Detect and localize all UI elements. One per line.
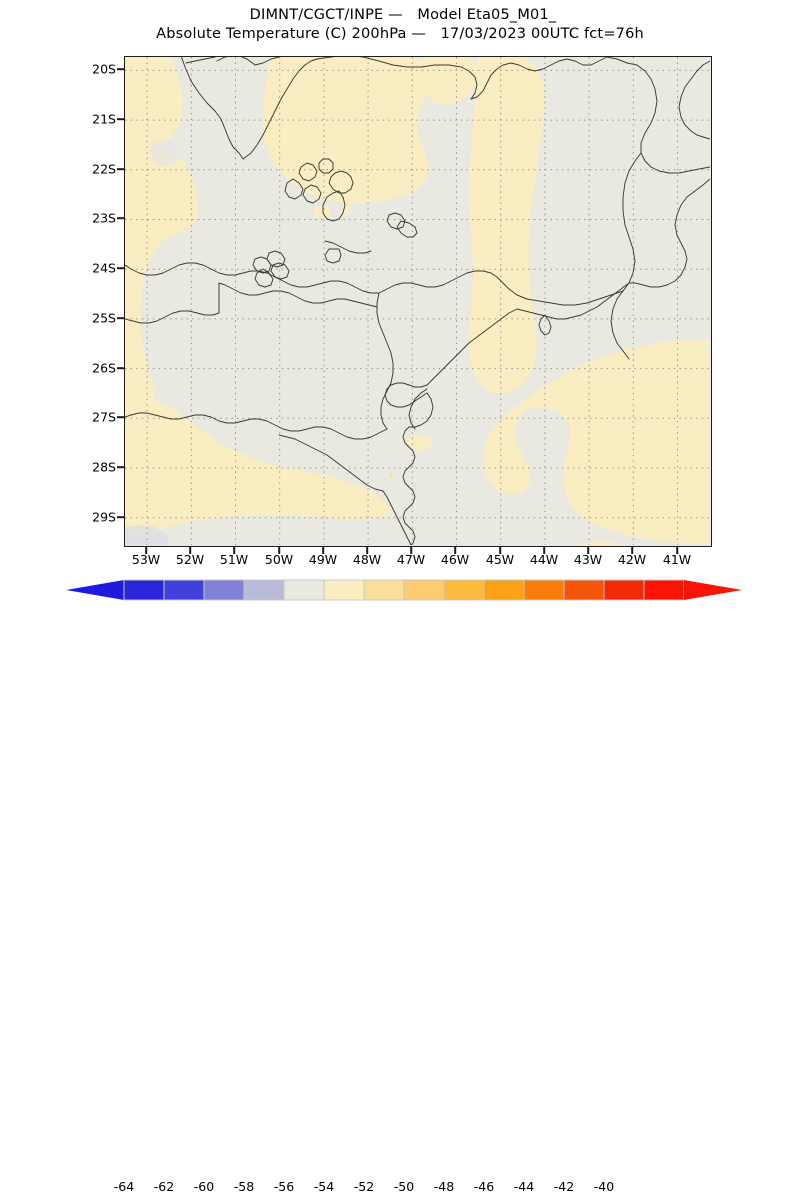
colorbar-tick-7: -50 bbox=[393, 1179, 415, 1194]
x-axis-label-5: 48W bbox=[352, 552, 382, 567]
y-axis-tick-6 bbox=[117, 367, 124, 369]
y-axis-tick-3 bbox=[117, 217, 124, 219]
colorbar-swatches bbox=[66, 579, 742, 601]
x-axis-label-11: 42W bbox=[617, 552, 647, 567]
x-axis-tick-1 bbox=[189, 547, 191, 554]
x-axis-label-6: 47W bbox=[396, 552, 426, 567]
y-axis-label-6: 26S bbox=[92, 360, 116, 376]
colorbar-under-arrow bbox=[66, 580, 124, 600]
x-axis-label-3: 50W bbox=[264, 552, 294, 567]
x-axis-label-10: 43W bbox=[573, 552, 603, 567]
y-axis-label-2: 22S bbox=[92, 161, 116, 177]
colorbar-tick-2: -60 bbox=[193, 1179, 215, 1194]
y-axis-tick-4 bbox=[117, 267, 124, 269]
x-axis-tick-5 bbox=[366, 547, 368, 554]
x-axis-tick-7 bbox=[454, 547, 456, 554]
x-axis-tick-3 bbox=[278, 547, 280, 554]
colorbar-tick-9: -46 bbox=[473, 1179, 495, 1194]
y-axis-label-5: 25S bbox=[92, 310, 116, 326]
colorbar-over-arrow bbox=[684, 580, 742, 600]
title-line-1: DIMNT/CGCT/INPE — Model Eta05_M01_ bbox=[249, 7, 557, 23]
x-axis-label-12: 41W bbox=[662, 552, 692, 567]
x-axis-label-1: 52W bbox=[175, 552, 205, 567]
y-axis-tick-9 bbox=[117, 516, 124, 518]
x-axis-label-7: 46W bbox=[440, 552, 470, 567]
y-axis-label-3: 23S bbox=[92, 210, 116, 226]
chart-title: DIMNT/CGCT/INPE — Model Eta05_M01_ Absol… bbox=[0, 6, 800, 44]
fill-band-warm bbox=[125, 57, 710, 545]
colorbar-tick-12: -40 bbox=[593, 1179, 615, 1194]
colorbar-tick-11: -42 bbox=[553, 1179, 575, 1194]
colorbar-tick-6: -52 bbox=[353, 1179, 375, 1194]
map-gridlines bbox=[125, 57, 710, 545]
x-axis-label-8: 45W bbox=[485, 552, 515, 567]
x-axis-tick-2 bbox=[233, 547, 235, 554]
x-axis-tick-4 bbox=[322, 547, 324, 554]
y-axis-label-8: 28S bbox=[92, 459, 116, 475]
x-axis-tick-10 bbox=[587, 547, 589, 554]
map-canvas bbox=[125, 57, 711, 546]
y-axis-tick-2 bbox=[117, 168, 124, 170]
y-axis-tick-7 bbox=[117, 416, 124, 418]
y-axis-label-1: 21S bbox=[92, 111, 116, 127]
colorbar-tick-10: -44 bbox=[513, 1179, 535, 1194]
fill-band-cool bbox=[125, 139, 179, 545]
x-axis-tick-11 bbox=[631, 547, 633, 554]
temperature-map bbox=[125, 57, 710, 545]
colorbar-tick-5: -54 bbox=[313, 1179, 335, 1194]
colorbar: -64 -62 -60 -58 -56 -54 -52 -50 -48 -46 … bbox=[0, 579, 800, 1194]
colorbar-tick-0: -64 bbox=[113, 1179, 135, 1194]
y-axis-tick-1 bbox=[117, 118, 124, 120]
x-axis-label-4: 49W bbox=[308, 552, 338, 567]
x-axis-tick-6 bbox=[410, 547, 412, 554]
y-axis-tick-8 bbox=[117, 466, 124, 468]
y-axis-label-7: 27S bbox=[92, 409, 116, 425]
x-axis-label-9: 44W bbox=[529, 552, 559, 567]
x-axis-tick-0 bbox=[145, 547, 147, 554]
y-axis-tick-0 bbox=[117, 68, 124, 70]
y-axis-tick-5 bbox=[117, 317, 124, 319]
colorbar-tick-8: -48 bbox=[433, 1179, 455, 1194]
x-axis-tick-12 bbox=[676, 547, 678, 554]
x-axis-tick-8 bbox=[499, 547, 501, 554]
colorbar-tick-1: -62 bbox=[153, 1179, 175, 1194]
y-axis-label-4: 24S bbox=[92, 260, 116, 276]
colorbar-tick-3: -58 bbox=[233, 1179, 255, 1194]
title-line-2: Absolute Temperature (C) 200hPa — 17/03/… bbox=[156, 26, 644, 42]
x-axis-label-0: 53W bbox=[131, 552, 161, 567]
x-axis-tick-9 bbox=[543, 547, 545, 554]
y-axis-label-9: 29S bbox=[92, 509, 116, 525]
map-plot-area bbox=[124, 56, 712, 547]
map-boundaries bbox=[125, 57, 710, 545]
y-axis-label-0: 20S bbox=[92, 61, 116, 77]
x-axis-label-2: 51W bbox=[219, 552, 249, 567]
colorbar-tick-4: -56 bbox=[273, 1179, 295, 1194]
